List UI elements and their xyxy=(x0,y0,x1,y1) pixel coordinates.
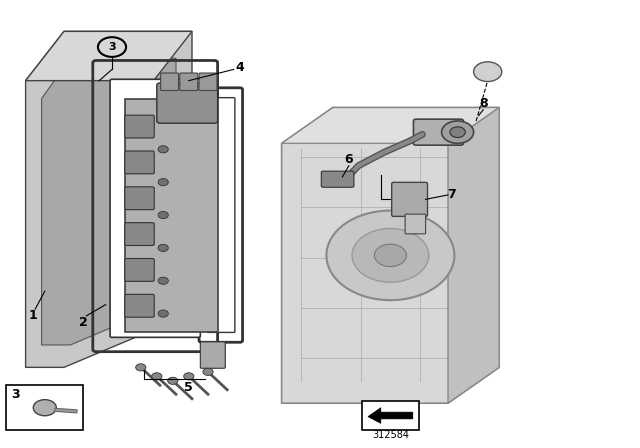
Circle shape xyxy=(474,62,502,82)
Circle shape xyxy=(33,400,56,416)
FancyBboxPatch shape xyxy=(161,73,179,90)
FancyBboxPatch shape xyxy=(405,214,426,234)
Polygon shape xyxy=(368,408,413,423)
Circle shape xyxy=(326,211,454,300)
Circle shape xyxy=(158,244,168,251)
FancyBboxPatch shape xyxy=(157,83,218,123)
Text: 7: 7 xyxy=(447,188,456,202)
FancyBboxPatch shape xyxy=(125,187,154,210)
Circle shape xyxy=(158,179,168,186)
FancyBboxPatch shape xyxy=(125,223,154,246)
Circle shape xyxy=(184,373,194,380)
FancyBboxPatch shape xyxy=(200,342,225,368)
Text: 8: 8 xyxy=(479,96,488,110)
FancyBboxPatch shape xyxy=(199,73,217,90)
FancyBboxPatch shape xyxy=(6,385,83,430)
Text: 3: 3 xyxy=(12,388,20,401)
Polygon shape xyxy=(42,58,176,345)
FancyBboxPatch shape xyxy=(125,151,154,174)
Text: 4: 4 xyxy=(236,60,244,74)
Polygon shape xyxy=(26,31,192,367)
Text: 5: 5 xyxy=(184,381,193,394)
FancyBboxPatch shape xyxy=(392,182,428,216)
Polygon shape xyxy=(26,31,192,81)
Text: 6: 6 xyxy=(344,152,353,166)
Circle shape xyxy=(168,377,178,384)
Circle shape xyxy=(158,211,168,219)
Polygon shape xyxy=(282,108,499,143)
Circle shape xyxy=(374,244,406,267)
Text: 2: 2 xyxy=(79,316,88,329)
FancyBboxPatch shape xyxy=(125,115,154,138)
FancyBboxPatch shape xyxy=(321,171,354,187)
Text: 1: 1 xyxy=(29,309,38,323)
FancyBboxPatch shape xyxy=(125,99,218,332)
Circle shape xyxy=(158,146,168,153)
FancyBboxPatch shape xyxy=(362,401,419,430)
FancyBboxPatch shape xyxy=(125,294,154,317)
FancyBboxPatch shape xyxy=(180,73,198,90)
Circle shape xyxy=(158,310,168,317)
Text: 3: 3 xyxy=(108,42,116,52)
Circle shape xyxy=(352,228,429,282)
Circle shape xyxy=(203,368,213,375)
Polygon shape xyxy=(448,108,499,403)
Circle shape xyxy=(152,373,162,380)
Circle shape xyxy=(442,121,474,143)
FancyBboxPatch shape xyxy=(413,119,463,145)
Circle shape xyxy=(158,277,168,284)
Circle shape xyxy=(158,113,168,120)
Text: 312584: 312584 xyxy=(372,431,409,440)
Polygon shape xyxy=(282,108,499,403)
FancyBboxPatch shape xyxy=(110,79,200,337)
FancyBboxPatch shape xyxy=(207,98,235,332)
Circle shape xyxy=(136,364,146,371)
Circle shape xyxy=(450,127,465,138)
FancyBboxPatch shape xyxy=(125,258,154,281)
